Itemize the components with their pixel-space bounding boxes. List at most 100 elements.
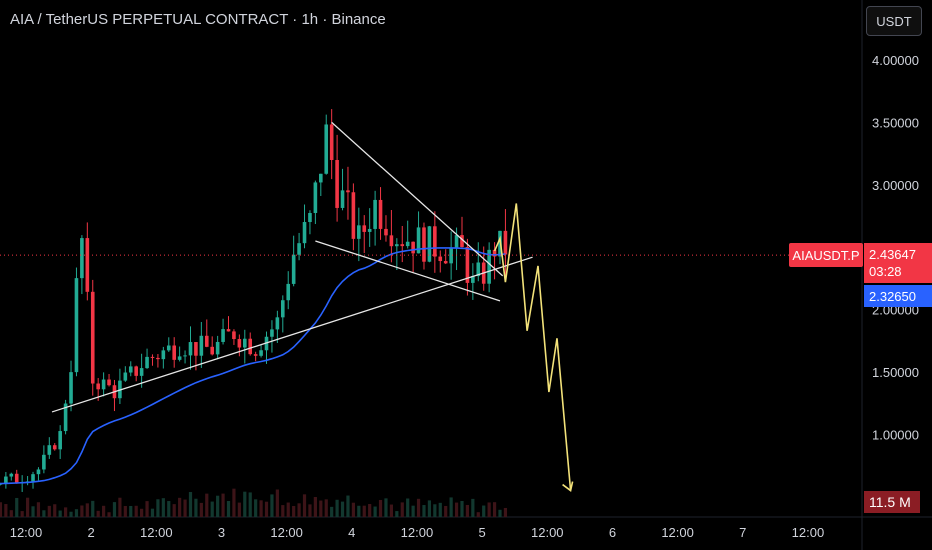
candle-body [188, 342, 193, 356]
volume-bar [96, 510, 100, 517]
x-tick-label: 2 [88, 525, 95, 540]
candle-body [150, 356, 155, 358]
volume-bar [400, 502, 404, 517]
candle-body [373, 199, 377, 229]
volume-bar [368, 504, 372, 517]
volume-bar [194, 498, 198, 517]
candle-body [297, 243, 301, 255]
candle-body [166, 345, 171, 351]
volume-bar [449, 497, 453, 517]
candle-body [449, 248, 453, 264]
volume-bar [416, 498, 421, 517]
x-tick-label: 12:00 [10, 525, 43, 540]
candle-body [226, 329, 231, 332]
candle-body [90, 291, 95, 384]
y-tick-label: 3.50000 [872, 115, 919, 130]
x-tick-label: 12:00 [531, 525, 564, 540]
volume-bar [433, 504, 437, 517]
candle-body [443, 261, 448, 264]
wedge-lower-line [315, 240, 501, 302]
candle-body [308, 213, 312, 223]
candle-body [156, 357, 160, 360]
candle-body [454, 235, 459, 249]
candle-body [487, 249, 491, 284]
candle-body [36, 469, 41, 475]
volume-bar [454, 502, 459, 517]
candle-body [395, 244, 399, 247]
volume-bar [248, 492, 252, 517]
volume-bar [178, 497, 182, 517]
volume-bar [118, 497, 122, 517]
volume-bar [286, 502, 290, 517]
moving-average-line [0, 247, 506, 485]
candle-body [221, 329, 225, 342]
volume-bar [302, 494, 307, 517]
chart-title: AIA / TetherUS PERPETUAL CONTRACT · 1h ·… [10, 11, 386, 28]
volume-bar [498, 509, 502, 517]
volume-bar [107, 512, 111, 517]
volume-bar [411, 505, 415, 517]
volume-bar [482, 505, 486, 517]
candle-body [367, 228, 372, 232]
projection-path [493, 203, 572, 491]
candle-body [465, 246, 470, 283]
volume-bar [313, 497, 317, 517]
volume-bar [205, 493, 209, 517]
candle-body [242, 338, 247, 348]
volume-bar [123, 505, 127, 517]
volume-bar [129, 505, 133, 517]
candle-body [275, 317, 280, 330]
candle-body [405, 241, 410, 247]
volume-bar [85, 503, 89, 517]
volume-bar [210, 501, 214, 517]
volume-bar [460, 500, 464, 517]
x-tick-label: 12:00 [661, 525, 694, 540]
volume-bar [20, 511, 24, 517]
volume-bar [188, 492, 193, 517]
candle-body [384, 228, 388, 236]
volume-bar [319, 500, 323, 517]
volume-bar [226, 500, 231, 517]
x-tick-label: 6 [609, 525, 616, 540]
candle-body [281, 300, 285, 318]
volume-bar [357, 505, 361, 517]
volume-bar [112, 502, 117, 517]
volume-bar [259, 500, 263, 517]
candle-body [215, 341, 220, 355]
volume-bar [15, 497, 19, 517]
candle-body [139, 368, 144, 376]
volume-bar [221, 493, 225, 517]
volume-bar [465, 504, 470, 517]
volume-bar [351, 502, 355, 517]
volume-bar [503, 507, 508, 517]
volume-bar [91, 500, 95, 517]
candle-body [58, 431, 62, 450]
currency-button[interactable]: USDT [866, 6, 922, 36]
x-tick-label: 12:00 [270, 525, 303, 540]
candle-body [47, 445, 52, 455]
volume-bar [264, 501, 269, 517]
candle-body [172, 345, 176, 360]
volume-bar [199, 502, 203, 517]
candle-body [123, 372, 128, 381]
candle-body [351, 192, 356, 239]
candle-body [433, 226, 437, 257]
volume-bar [395, 511, 399, 517]
candle-body [313, 182, 318, 214]
candle-body [389, 235, 394, 247]
candle-body [340, 190, 345, 208]
volume-bar [42, 510, 46, 517]
candle-body [324, 124, 329, 174]
volume-bar [156, 499, 160, 517]
candle-body [422, 227, 426, 262]
volume-bar [389, 504, 393, 517]
candle-body [492, 249, 497, 257]
last-price-badge: 2.43647 03:28 [864, 243, 932, 283]
x-tick-label: 7 [739, 525, 746, 540]
volume-bar [254, 499, 258, 517]
candle-body [4, 476, 8, 484]
volume-bar [0, 502, 3, 517]
candle-body [80, 238, 84, 279]
volume-bar [422, 505, 426, 517]
